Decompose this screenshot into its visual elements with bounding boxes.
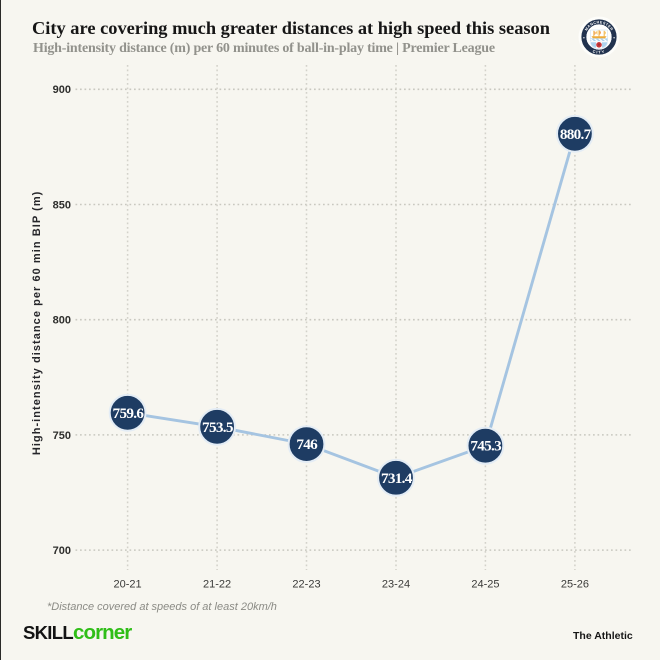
svg-text:24-25: 24-25 bbox=[471, 579, 499, 591]
svg-text:745.3: 745.3 bbox=[470, 438, 502, 455]
svg-text:800: 800 bbox=[53, 315, 71, 327]
svg-text:731.4: 731.4 bbox=[381, 470, 413, 487]
svg-text:746: 746 bbox=[296, 436, 318, 453]
svg-text:21-22: 21-22 bbox=[203, 579, 231, 591]
svg-text:23-24: 23-24 bbox=[382, 579, 410, 591]
svg-text:750: 750 bbox=[53, 430, 71, 442]
svg-text:850: 850 bbox=[53, 199, 71, 211]
svg-text:High-intensity distance per 60: High-intensity distance per 60 min BIP (… bbox=[31, 191, 43, 456]
svg-text:22-23: 22-23 bbox=[292, 579, 320, 591]
svg-text:753.5: 753.5 bbox=[202, 419, 234, 436]
svg-text:880.7: 880.7 bbox=[560, 126, 592, 143]
svg-text:25-26: 25-26 bbox=[561, 579, 589, 591]
svg-text:900: 900 bbox=[53, 84, 71, 96]
svg-text:CITY: CITY bbox=[592, 48, 606, 54]
svg-text:20-21: 20-21 bbox=[114, 579, 142, 591]
svg-text:700: 700 bbox=[53, 545, 71, 557]
svg-text:759.6: 759.6 bbox=[113, 405, 145, 422]
